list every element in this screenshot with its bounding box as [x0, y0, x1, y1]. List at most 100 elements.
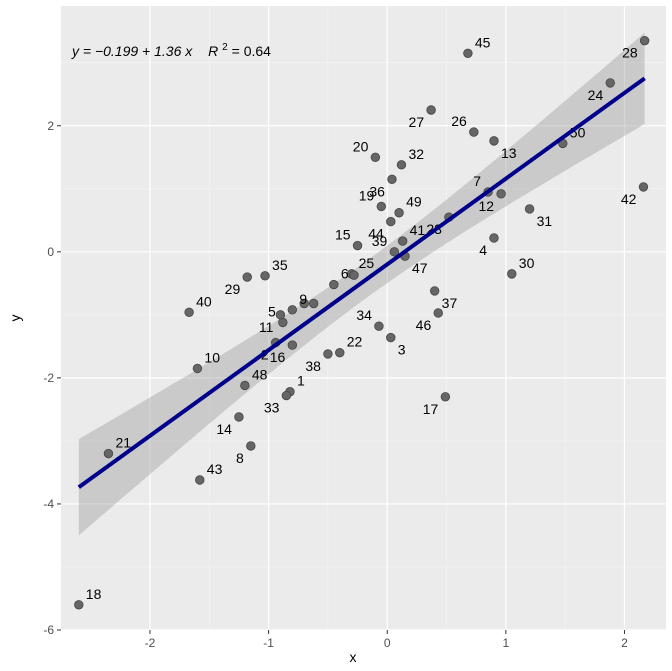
data-point	[370, 152, 381, 162]
point-label: 8	[236, 450, 244, 466]
point-label: 3	[398, 342, 406, 358]
data-point	[426, 105, 436, 115]
point-labels: 1234567891011121314151617181920212223242…	[86, 34, 638, 602]
point-label: 14	[216, 421, 232, 437]
r-squared-superscript: 2	[222, 42, 228, 53]
point-label: 17	[423, 401, 439, 417]
point-label: 9	[299, 291, 307, 307]
major-gridlines	[61, 6, 666, 631]
point-label: 28	[622, 45, 638, 61]
point-label: 25	[359, 255, 375, 271]
data-point	[349, 270, 359, 280]
data-point	[463, 48, 473, 58]
point-label: 48	[252, 366, 268, 382]
data-point	[376, 201, 386, 212]
data-point	[429, 286, 440, 296]
x-axis-title: x	[350, 649, 357, 665]
data-point	[281, 390, 292, 401]
data-point	[195, 475, 205, 485]
point-label: 43	[207, 461, 223, 477]
point-label: 22	[347, 334, 363, 350]
data-point	[524, 204, 535, 214]
data-point	[394, 208, 404, 218]
y-tick-label: -2	[43, 371, 54, 385]
point-label: 4	[479, 242, 487, 258]
point-label: 19	[359, 187, 375, 203]
point-label: 37	[442, 295, 458, 311]
point-label: 7	[473, 173, 481, 189]
data-point	[374, 321, 384, 331]
point-label: 33	[264, 400, 280, 416]
point-label: 41	[410, 222, 426, 238]
data-point	[396, 160, 407, 170]
data-point	[299, 298, 309, 309]
y-axis-title: y	[7, 315, 23, 322]
data-point	[287, 305, 298, 315]
minor-gridlines	[61, 6, 666, 630]
point-label: 42	[621, 191, 637, 207]
data-point	[287, 340, 298, 350]
point-label: 45	[475, 34, 491, 50]
data-point	[496, 189, 506, 199]
point-label: 12	[479, 198, 495, 214]
point-label: 49	[406, 194, 422, 210]
point-label: 38	[305, 358, 321, 374]
data-point	[387, 174, 397, 185]
point-label: 27	[409, 114, 425, 130]
point-label: 32	[408, 146, 424, 162]
point-label: 24	[588, 87, 604, 103]
point-label: 5	[268, 303, 276, 319]
y-tick-label: 0	[47, 245, 54, 259]
point-label: 21	[115, 435, 131, 451]
data-point	[192, 363, 203, 374]
y-tick-label: -6	[43, 623, 54, 637]
x-tick-label: 1	[503, 636, 510, 650]
data-points	[74, 35, 650, 610]
data-point	[397, 236, 408, 246]
data-point	[386, 332, 396, 343]
point-label: 13	[501, 145, 517, 161]
point-label: 18	[86, 586, 102, 602]
data-point	[323, 349, 333, 359]
point-label: 11	[259, 319, 274, 335]
data-point	[440, 392, 451, 402]
data-point	[308, 298, 319, 309]
point-label: 46	[416, 317, 432, 333]
point-label: 10	[204, 349, 220, 365]
data-point	[352, 240, 363, 251]
r-squared-value: = 0.64	[232, 43, 272, 59]
data-point	[433, 308, 443, 318]
point-label: 20	[353, 138, 369, 154]
data-point	[386, 216, 396, 227]
data-point	[275, 310, 286, 320]
r-squared-symbol: R	[208, 43, 218, 59]
point-label: 31	[537, 213, 553, 229]
x-tick-label: 2	[621, 636, 628, 650]
point-label: 26	[451, 113, 467, 129]
data-point	[507, 269, 517, 279]
point-label: 29	[225, 281, 241, 297]
data-point	[246, 441, 256, 451]
data-point	[242, 272, 252, 282]
regression-equation: y = −0.199 + 1.36 x R 2 = 0.64	[71, 37, 271, 59]
data-point	[335, 347, 345, 358]
data-point	[240, 380, 250, 391]
data-point	[234, 412, 244, 422]
data-point	[184, 307, 194, 318]
point-label: 39	[372, 233, 388, 249]
equation-text: y = −0.199 + 1.36 x	[71, 43, 193, 59]
y-tick-label: -4	[43, 497, 54, 511]
data-point	[638, 182, 649, 192]
data-point	[469, 127, 479, 137]
point-label: 36	[369, 183, 385, 199]
y-tick-label: 2	[47, 119, 54, 133]
x-tick-label: -2	[145, 636, 156, 650]
point-label: 6	[341, 266, 349, 282]
data-point	[639, 35, 650, 46]
data-point	[489, 233, 499, 243]
regression-line-path	[77, 76, 646, 489]
data-point	[103, 448, 114, 459]
point-label: 16	[270, 349, 286, 365]
data-point	[389, 247, 400, 257]
